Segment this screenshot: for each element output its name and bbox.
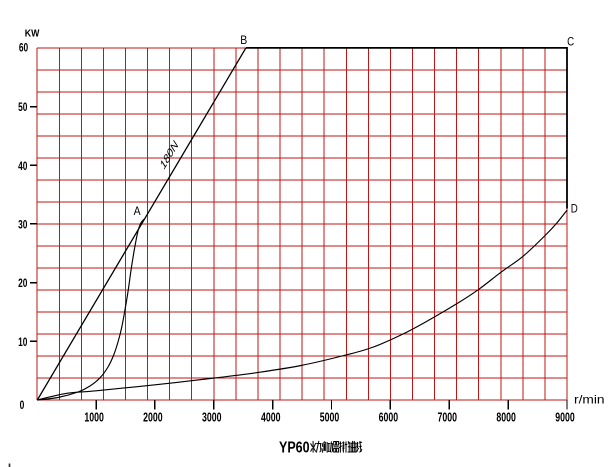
svg-text:r/min: r/min (574, 393, 605, 407)
svg-text:C: C (567, 35, 574, 49)
svg-text:7000: 7000 (438, 409, 458, 424)
svg-text:B: B (240, 33, 247, 47)
svg-text:8000: 8000 (496, 409, 516, 424)
svg-text:5000: 5000 (320, 409, 340, 424)
svg-text:40: 40 (18, 161, 27, 173)
svg-text:6000: 6000 (379, 409, 399, 424)
svg-text:9000: 9000 (555, 409, 575, 424)
svg-text:3000: 3000 (202, 409, 222, 424)
svg-text:1000: 1000 (84, 409, 104, 424)
svg-text:KW: KW (25, 28, 40, 40)
svg-text:20: 20 (18, 278, 27, 290)
svg-text:0: 0 (20, 400, 25, 412)
svg-text:4000: 4000 (261, 409, 281, 424)
svg-text:60: 60 (19, 43, 28, 55)
svg-text:YP60: YP60 (279, 440, 310, 457)
svg-text:2000: 2000 (143, 409, 163, 424)
svg-text:10: 10 (18, 337, 27, 349)
svg-text:30: 30 (18, 219, 27, 231)
svg-text:A: A (134, 204, 141, 218)
svg-text:50: 50 (18, 102, 27, 114)
svg-text:D: D (571, 202, 578, 216)
